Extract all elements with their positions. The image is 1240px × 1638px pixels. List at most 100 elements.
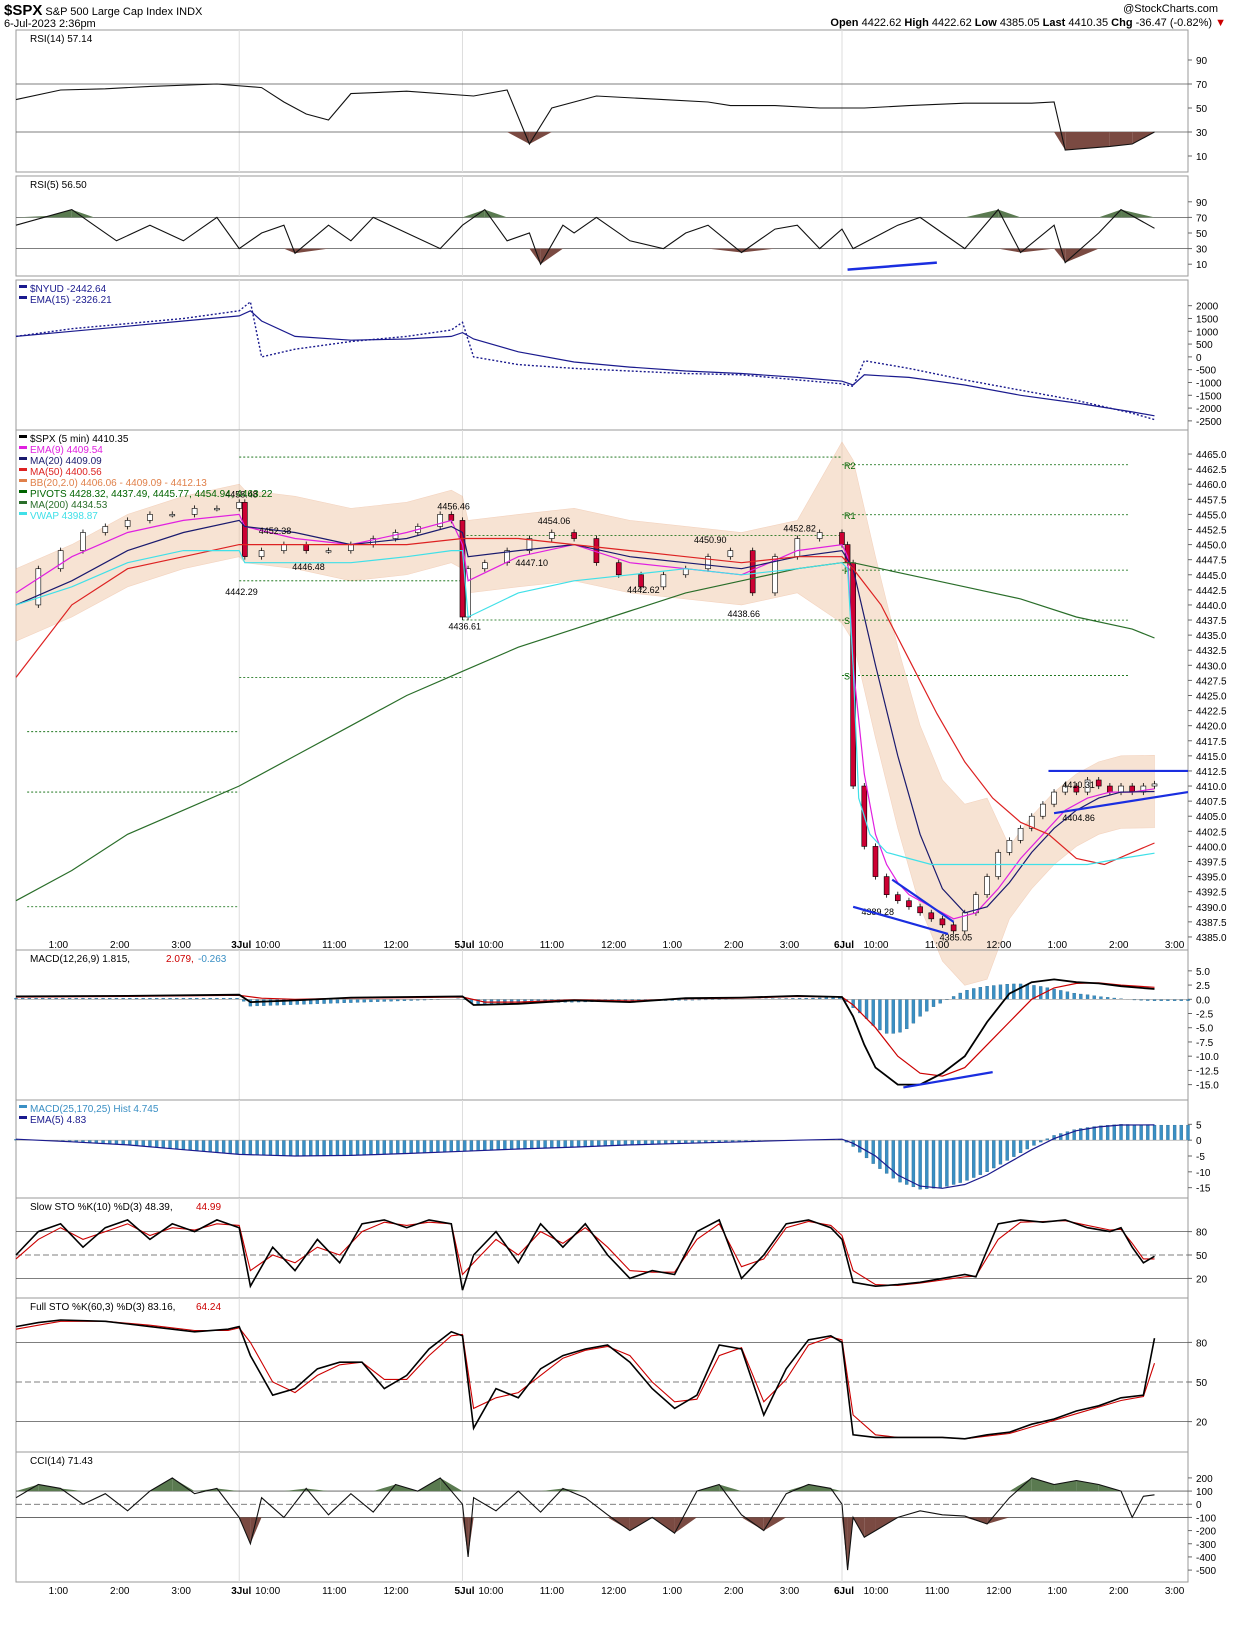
time-tick-label: 3:00 bbox=[171, 940, 191, 951]
cci-frame bbox=[15, 1451, 1189, 1583]
candle bbox=[883, 876, 890, 895]
candle bbox=[894, 894, 901, 902]
pivot-label: R2 bbox=[844, 461, 856, 471]
rsi5-oversold-fill bbox=[540, 248, 563, 265]
candle bbox=[236, 502, 243, 509]
macd1-signal-line bbox=[15, 982, 1155, 1077]
cci-over-fill bbox=[1076, 1480, 1099, 1492]
nyud-ytick-label: -1500 bbox=[1196, 391, 1222, 402]
time-tick-label: 1:00 bbox=[1048, 940, 1068, 951]
price-annotation: 4389.28 bbox=[861, 907, 894, 917]
macd2-hist-bar bbox=[1092, 1126, 1096, 1141]
ohlc-summary: Open 4422.62 High 4422.62 Low 4385.05 La… bbox=[830, 17, 1226, 29]
macd1-hist-bar bbox=[1085, 994, 1090, 1000]
price-annotation: 4446.48 bbox=[292, 562, 325, 572]
chg-value: -36.47 (-0.82%) bbox=[1135, 17, 1213, 29]
rsi5-trend-line bbox=[847, 261, 937, 271]
macd1-hist-bar bbox=[342, 999, 346, 1003]
price-trend-line bbox=[852, 905, 949, 935]
macd2-ytick-label: 0 bbox=[1196, 1136, 1202, 1147]
nyud-frame bbox=[15, 279, 1189, 431]
macd2-hist-bar bbox=[978, 1140, 983, 1175]
candle bbox=[147, 514, 153, 521]
macd1-hist-bar bbox=[503, 999, 507, 1004]
nyud-ytick-label: -2500 bbox=[1196, 417, 1222, 428]
nyud-ytick-label: 500 bbox=[1196, 340, 1213, 351]
rsi5-overbought-fill bbox=[462, 209, 485, 218]
slowsto-legend: 44.99 bbox=[196, 1202, 221, 1213]
macd2-hist-bar bbox=[1099, 1125, 1103, 1141]
price-ytick-label: 4455.0 bbox=[1196, 510, 1227, 521]
macd2-hist-bar bbox=[449, 1140, 453, 1152]
macd2-hist-bar bbox=[623, 1140, 628, 1146]
macd2-hist-bar bbox=[429, 1140, 433, 1153]
time-tick-label: 3:00 bbox=[780, 940, 800, 951]
macd2-hist-bar bbox=[195, 1140, 199, 1151]
low-label: Low bbox=[974, 17, 997, 29]
macd2-hist-bar bbox=[945, 1140, 949, 1187]
macd2-hist-bar bbox=[322, 1140, 326, 1156]
price-ytick-label: 4465.0 bbox=[1196, 450, 1227, 461]
macd2-hist-bar bbox=[617, 1140, 621, 1146]
cci-over-fill bbox=[194, 1488, 217, 1492]
macd2-hist-bar bbox=[1132, 1124, 1137, 1141]
macd2-hist-bar bbox=[878, 1140, 882, 1169]
macd2-hist-bar bbox=[523, 1140, 527, 1149]
price-trend-line bbox=[891, 878, 955, 923]
price-ytick-label: 4460.0 bbox=[1196, 480, 1227, 491]
price-annotation: 4442.29 bbox=[225, 587, 258, 597]
nyud-ytick-label: -1000 bbox=[1196, 378, 1222, 389]
cci-over-fill bbox=[540, 1488, 563, 1492]
macd1-hist-bar bbox=[489, 999, 494, 1004]
macd2-ytick-label: 5 bbox=[1196, 1120, 1202, 1131]
rsi5-oversold-fill bbox=[741, 248, 776, 253]
cci-over-fill bbox=[216, 1488, 240, 1492]
nyud-legend: $NYUD -2442.64 bbox=[30, 284, 107, 295]
macd1-ytick-label: -7.5 bbox=[1196, 1038, 1214, 1049]
macd2-hist-bar bbox=[121, 1140, 125, 1145]
candle bbox=[984, 876, 990, 895]
candle bbox=[191, 508, 198, 515]
macd2-hist-bar bbox=[496, 1140, 500, 1150]
rsi14-legend: RSI(14) 57.14 bbox=[30, 34, 93, 45]
macd2-hist-bar bbox=[1025, 1140, 1029, 1150]
macd2-hist-bar bbox=[563, 1140, 567, 1148]
macd2-hist-bar bbox=[342, 1140, 346, 1156]
cci-line bbox=[15, 1477, 1155, 1571]
candle bbox=[459, 520, 466, 618]
macd1-hist-bar bbox=[1039, 986, 1043, 1000]
low-value: 4385.05 bbox=[999, 17, 1040, 29]
macd2-hist-bar bbox=[1032, 1140, 1036, 1146]
macd1-hist-bar bbox=[322, 999, 326, 1004]
macd2-hist-bar bbox=[442, 1140, 447, 1153]
price-legend-swatch bbox=[19, 457, 27, 460]
time-tick-label: 12:00 bbox=[384, 1586, 409, 1597]
exchange: INDX bbox=[176, 6, 203, 18]
time-tick-label: 1:00 bbox=[1048, 1586, 1068, 1597]
price-ytick-label: 4437.5 bbox=[1196, 616, 1227, 627]
pivot-label: S2 bbox=[844, 671, 855, 681]
macd2-hist-bar bbox=[154, 1140, 159, 1148]
macd2-hist-bar bbox=[985, 1140, 989, 1172]
macd1-macd-line bbox=[15, 978, 1155, 1086]
cci-over-fill bbox=[1054, 1480, 1077, 1492]
macd1-hist-bar bbox=[1092, 995, 1096, 1000]
rsi5-overbought-fill bbox=[998, 209, 1021, 218]
macd2-hist-bar bbox=[911, 1140, 916, 1188]
price-indicator-line bbox=[15, 550, 1155, 866]
macd2-hist-bar bbox=[871, 1140, 875, 1164]
macd2-legend-swatch bbox=[19, 1116, 27, 1119]
price-annotation: 4452.38 bbox=[259, 526, 292, 536]
macd2-hist-bar bbox=[576, 1140, 581, 1148]
macd1-hist-bar bbox=[978, 987, 983, 1000]
macd2-hist-bar bbox=[1159, 1124, 1163, 1141]
time-tick-label: 10:00 bbox=[863, 940, 888, 951]
slowsto-k-line bbox=[15, 1218, 1155, 1291]
candle bbox=[660, 574, 667, 588]
price-ytick-label: 4402.5 bbox=[1196, 827, 1227, 838]
macd2-hist-bar bbox=[931, 1140, 936, 1189]
rsi5-oversold-fill bbox=[529, 248, 541, 265]
cci-ytick-label: 200 bbox=[1196, 1474, 1213, 1485]
macd2-hist-bar bbox=[1186, 1124, 1190, 1141]
candle bbox=[348, 544, 354, 551]
